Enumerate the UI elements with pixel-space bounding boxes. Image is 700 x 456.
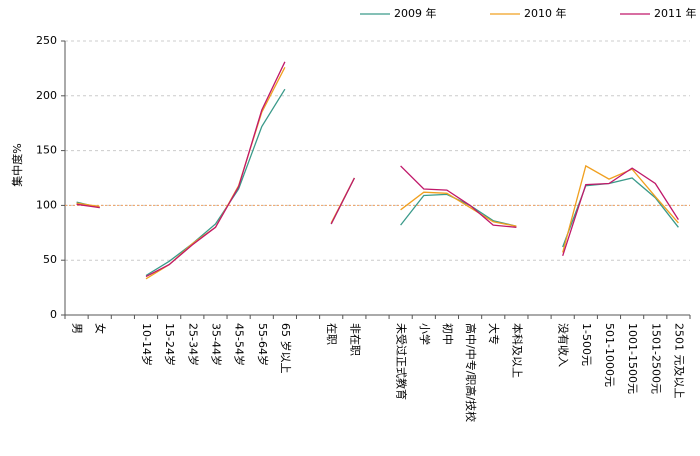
y-tick-label: 200 [36,89,57,102]
x-tick-label: 65 岁以上 [279,323,293,374]
series-line [400,191,517,227]
x-tick-label: 没有收入 [557,323,571,367]
y-axis-label: 集中度% [10,143,24,186]
x-tick-label: 1001-1500元 [626,323,639,394]
series-line [76,202,100,208]
legend-label: 2011 年 [654,6,697,20]
x-tick-label: 未受过正式教育 [395,323,409,400]
x-tick-label: 女 [94,323,108,334]
x-tick-label: 1501-2500元 [649,323,662,394]
series-line [145,88,286,277]
legend-label: 2009 年 [394,6,437,20]
x-tick-label: 45-54岁 [233,323,247,366]
y-tick-label: 50 [43,253,57,266]
x-tick-label: 1-500元 [580,323,593,366]
x-tick-label: 55-64岁 [256,323,270,366]
series-line [330,177,355,225]
x-tick-label: 初中 [441,323,455,345]
y-tick-label: 0 [50,308,57,321]
x-tick-label: 15-24岁 [163,323,177,366]
x-tick-label: 本科及以上 [510,323,524,378]
x-tick-label: 男 [71,323,84,334]
x-tick-label: 小学 [418,323,432,345]
series-line [145,67,286,280]
series-line [400,165,517,228]
y-tick-label: 100 [36,198,57,211]
y-tick-label: 150 [36,144,57,157]
x-tick-label: 非在职 [348,323,361,356]
x-tick-label: 大专 [487,323,501,345]
legend-label: 2010 年 [524,6,567,20]
x-tick-label: 10-14岁 [140,323,154,366]
series-line [400,193,517,227]
x-tick-label: 在职 [325,323,338,345]
series-line [76,203,100,209]
x-tick-label: 25-34岁 [186,323,200,366]
x-tick-label: 35-44岁 [209,323,223,366]
x-tick-label: 501-1000元 [603,323,616,387]
x-tick-label: 高中/中专/职高/技校 [464,323,478,422]
x-tick-label: 2501 元及以上 [672,323,685,399]
series-line [562,164,679,253]
series-line [562,167,679,257]
series-line [145,61,286,278]
y-tick-label: 250 [36,34,57,47]
